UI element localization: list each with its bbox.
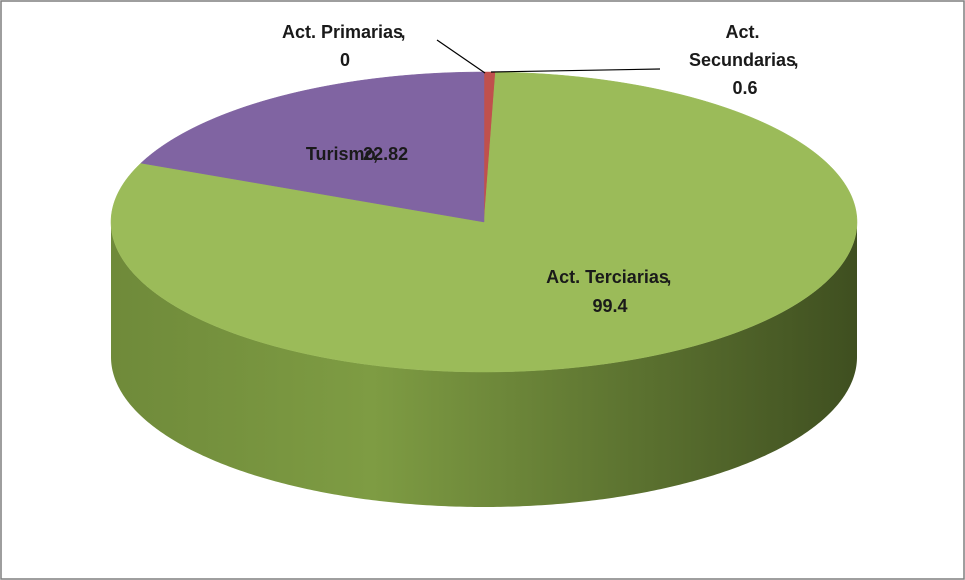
data-label-value: 99.4 — [592, 296, 627, 316]
slice-side — [111, 222, 857, 507]
leader-line — [436, 39, 486, 74]
data-label-name: Act. Secundarias — [689, 22, 796, 70]
data-label-name: Act. Primarias — [282, 22, 403, 42]
leader-line — [490, 68, 661, 73]
data-label-value: 0.6 — [732, 78, 757, 98]
data-label-value: 22.82 — [363, 144, 408, 164]
labels: Act. Primarias, 0 Act. Secundarias, 0.6 Act. … — [282, 22, 799, 316]
data-label-value: 0 — [340, 50, 350, 70]
data-label-separator: , — [401, 22, 406, 42]
data-label-separator: , — [666, 267, 671, 287]
data-label-name: Act. Terciarias — [546, 267, 669, 287]
data-label-name: Turismo — [306, 144, 376, 164]
data-label-separator: , — [373, 144, 378, 164]
data-label-separator: , — [794, 50, 799, 70]
pie — [110, 71, 858, 507]
slice — [140, 71, 485, 223]
